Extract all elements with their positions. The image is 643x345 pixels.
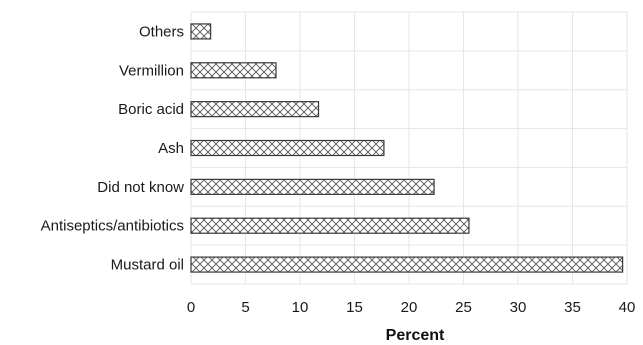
category-label: Others	[139, 23, 184, 40]
category-label: Ash	[158, 140, 184, 157]
bar-vermillion	[190, 62, 277, 79]
x-tick-label: 0	[187, 299, 195, 316]
category-label: Mustard oil	[111, 257, 184, 274]
bar-did-not-know	[190, 178, 435, 195]
x-tick-label: 10	[292, 299, 309, 316]
grid	[190, 11, 628, 285]
x-tick-label: 25	[455, 299, 472, 316]
bar-boric-acid	[190, 101, 320, 118]
x-tick-label: 20	[401, 299, 418, 316]
x-tick-labels: 0 5 10 15 20 25 30 35 40	[187, 299, 636, 316]
x-tick-label: 5	[241, 299, 249, 316]
x-tick-label: 35	[564, 299, 581, 316]
x-tick-label: 40	[619, 299, 636, 316]
bar-ash	[190, 139, 385, 157]
x-tick-label: 15	[346, 299, 363, 316]
category-label: Boric acid	[118, 101, 184, 118]
bar-antiseptics-antibiotics	[190, 217, 470, 234]
category-label: Did not know	[97, 179, 184, 196]
bar-mustard-oil	[190, 256, 624, 273]
x-tick-label: 30	[510, 299, 527, 316]
category-label: Vermillion	[119, 62, 184, 79]
category-labels: Others Vermillion Boric acid Ash Did not kno…	[41, 23, 185, 273]
x-axis-title: Percent	[386, 327, 445, 344]
category-label: Antiseptics/antibiotics	[41, 218, 184, 235]
bar-others	[190, 23, 212, 40]
bars	[190, 23, 624, 273]
